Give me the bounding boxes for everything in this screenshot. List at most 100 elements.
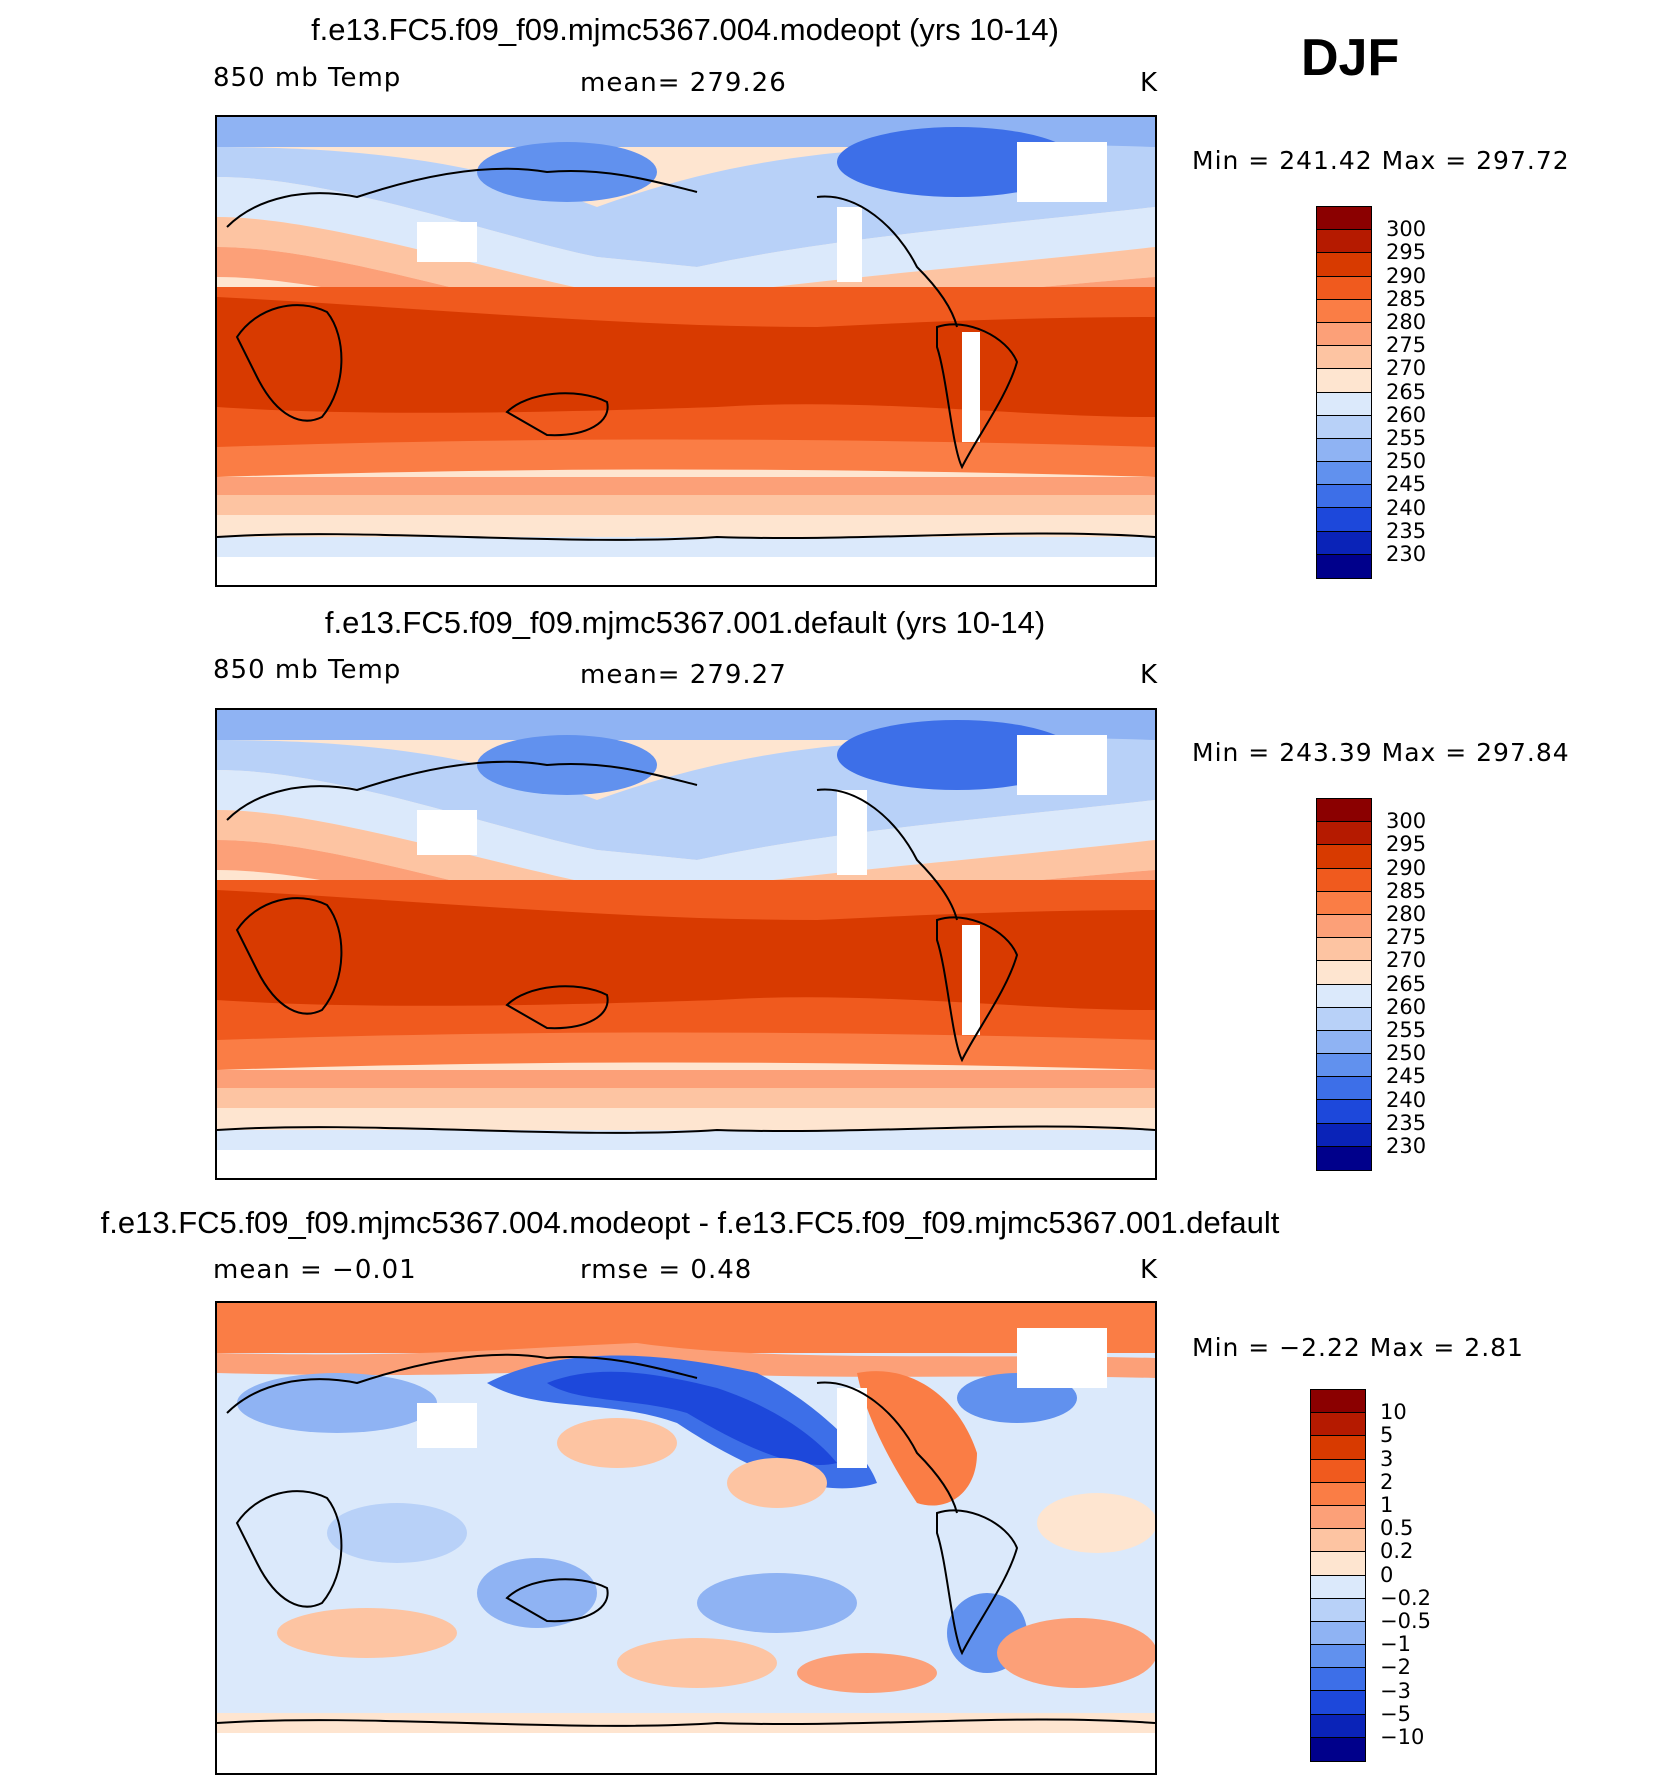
- panel-middle-map-graphic: [217, 710, 1155, 1178]
- colorbar-tick-label: 280: [1386, 310, 1427, 334]
- colorbar-tick-label: 1: [1380, 1493, 1394, 1517]
- colorbar-tick-label: 240: [1386, 495, 1427, 520]
- colorbar-swatch: [1311, 1529, 1365, 1553]
- colorbar-tick-label: −2: [1380, 1655, 1411, 1680]
- colorbar-tick-label: 250: [1386, 449, 1427, 474]
- colorbar-tick-label: −10: [1380, 1725, 1425, 1749]
- colorbar-swatch: [1311, 1459, 1365, 1483]
- colorbar-tick-label: 295: [1386, 240, 1427, 265]
- colorbar-swatch: [1317, 392, 1371, 416]
- colorbar-swatch: [1317, 438, 1371, 463]
- colorbar-tick-label: 3: [1380, 1446, 1394, 1471]
- colorbar-tick-label: 0.2: [1380, 1539, 1414, 1564]
- season-label: DJF: [1301, 29, 1400, 87]
- colorbar-tick-label: 275: [1386, 333, 1427, 358]
- panel-middle-variable-label: 850 mb Temp: [213, 655, 402, 685]
- colorbar-swatch: [1317, 322, 1371, 347]
- colorbar-tick-label: −1: [1380, 1632, 1411, 1657]
- colorbar-tick-label: 275: [1386, 925, 1427, 950]
- colorbar-tick-label: 290: [1386, 263, 1427, 288]
- colorbar-swatch: [1317, 415, 1371, 439]
- colorbar-swatch: [1317, 531, 1371, 555]
- colorbar-swatch: [1317, 554, 1371, 578]
- colorbar-swatch: [1317, 1007, 1371, 1031]
- panel-bottom-units: K: [1140, 1255, 1159, 1285]
- colorbar-tick-label: −0.5: [1380, 1609, 1431, 1633]
- panel-middle-colorbar-swatches: [1316, 798, 1372, 1171]
- colorbar-swatch: [1317, 1146, 1371, 1170]
- colorbar-tick-label: 10: [1380, 1400, 1407, 1425]
- colorbar-swatch: [1317, 230, 1371, 254]
- colorbar-tick-label: −5: [1380, 1701, 1411, 1726]
- colorbar-tick-label: 2: [1380, 1469, 1394, 1494]
- colorbar-tick-label: −3: [1380, 1678, 1411, 1703]
- colorbar-tick-label: 260: [1386, 402, 1427, 427]
- colorbar-tick-label: 285: [1386, 878, 1427, 903]
- colorbar-swatch: [1311, 1482, 1365, 1506]
- colorbar-tick-label: 250: [1386, 1041, 1427, 1066]
- colorbar-swatch: [1317, 485, 1371, 509]
- colorbar-tick-label: −0.2: [1380, 1585, 1431, 1610]
- panel-bottom-map: [215, 1301, 1157, 1775]
- panel-top-mean-label: mean= 279.26: [580, 68, 787, 98]
- panel-top-units: K: [1140, 68, 1159, 98]
- panel-bottom-rmse-label: rmse = 0.48: [580, 1255, 753, 1285]
- colorbar-tick-label: 265: [1386, 971, 1427, 996]
- colorbar-swatch: [1311, 1691, 1365, 1715]
- panel-top-minmax: Min = 241.42 Max = 297.72: [1192, 146, 1570, 175]
- colorbar-swatch: [1317, 462, 1371, 486]
- panel-top-variable-label: 850 mb Temp: [213, 63, 402, 93]
- panel-middle-title: f.e13.FC5.f09_f09.mjmc5367.001.default (…: [324, 605, 1046, 640]
- colorbar-swatch: [1311, 1714, 1365, 1738]
- colorbar-swatch: [1317, 207, 1371, 231]
- colorbar-swatch: [1311, 1668, 1365, 1692]
- panel-bottom-mean-label: mean = −0.01: [213, 1255, 417, 1285]
- colorbar-tick-label: 255: [1386, 1018, 1427, 1042]
- colorbar-swatch: [1317, 845, 1371, 869]
- colorbar-tick-label: 5: [1380, 1423, 1394, 1448]
- panel-bottom-title: f.e13.FC5.f09_f09.mjmc5367.004.modeopt -…: [100, 1205, 1280, 1240]
- colorbar-tick-label: 245: [1386, 472, 1427, 497]
- colorbar-swatch: [1317, 346, 1371, 370]
- colorbar-swatch: [1317, 1054, 1371, 1078]
- panel-middle-minmax: Min = 243.39 Max = 297.84: [1192, 738, 1570, 767]
- colorbar-tick-label: 230: [1386, 542, 1427, 566]
- panel-bottom-colorbar-swatches: [1310, 1389, 1366, 1762]
- colorbar-swatch: [1317, 299, 1371, 323]
- colorbar-tick-label: 265: [1386, 379, 1427, 404]
- colorbar-swatch: [1311, 1598, 1365, 1622]
- colorbar-swatch: [1317, 938, 1371, 962]
- colorbar-tick-label: 235: [1386, 1110, 1427, 1135]
- colorbar-tick-label: 260: [1386, 994, 1427, 1019]
- colorbar-swatch: [1311, 1575, 1365, 1599]
- colorbar-swatch: [1311, 1413, 1365, 1437]
- colorbar-swatch: [1317, 1123, 1371, 1147]
- colorbar-tick-label: 235: [1386, 518, 1427, 543]
- colorbar-swatch: [1311, 1505, 1365, 1530]
- colorbar-swatch: [1317, 1030, 1371, 1055]
- colorbar-swatch: [1311, 1621, 1365, 1646]
- colorbar-swatch: [1311, 1552, 1365, 1576]
- panel-middle-map: [215, 708, 1157, 1180]
- colorbar-tick-label: 240: [1386, 1087, 1427, 1112]
- colorbar-swatch: [1317, 369, 1371, 393]
- colorbar-swatch: [1317, 961, 1371, 985]
- colorbar-swatch: [1311, 1390, 1365, 1414]
- colorbar-swatch: [1311, 1737, 1365, 1761]
- colorbar-swatch: [1317, 868, 1371, 892]
- panel-bottom-map-graphic: [217, 1303, 1155, 1773]
- colorbar-tick-label: 270: [1386, 948, 1427, 973]
- colorbar-tick-label: 290: [1386, 855, 1427, 880]
- colorbar-tick-label: 285: [1386, 286, 1427, 311]
- colorbar-swatch: [1317, 799, 1371, 823]
- panel-top-map: [215, 115, 1157, 587]
- colorbar-swatch: [1317, 1100, 1371, 1124]
- colorbar-tick-label: 0.5: [1380, 1516, 1414, 1541]
- colorbar-tick-label: 300: [1386, 809, 1427, 834]
- colorbar-swatch: [1317, 822, 1371, 846]
- colorbar-swatch: [1317, 914, 1371, 939]
- panel-top-map-graphic: [217, 117, 1155, 585]
- colorbar-swatch: [1317, 253, 1371, 277]
- colorbar-tick-label: 295: [1386, 832, 1427, 857]
- colorbar-swatch: [1317, 984, 1371, 1008]
